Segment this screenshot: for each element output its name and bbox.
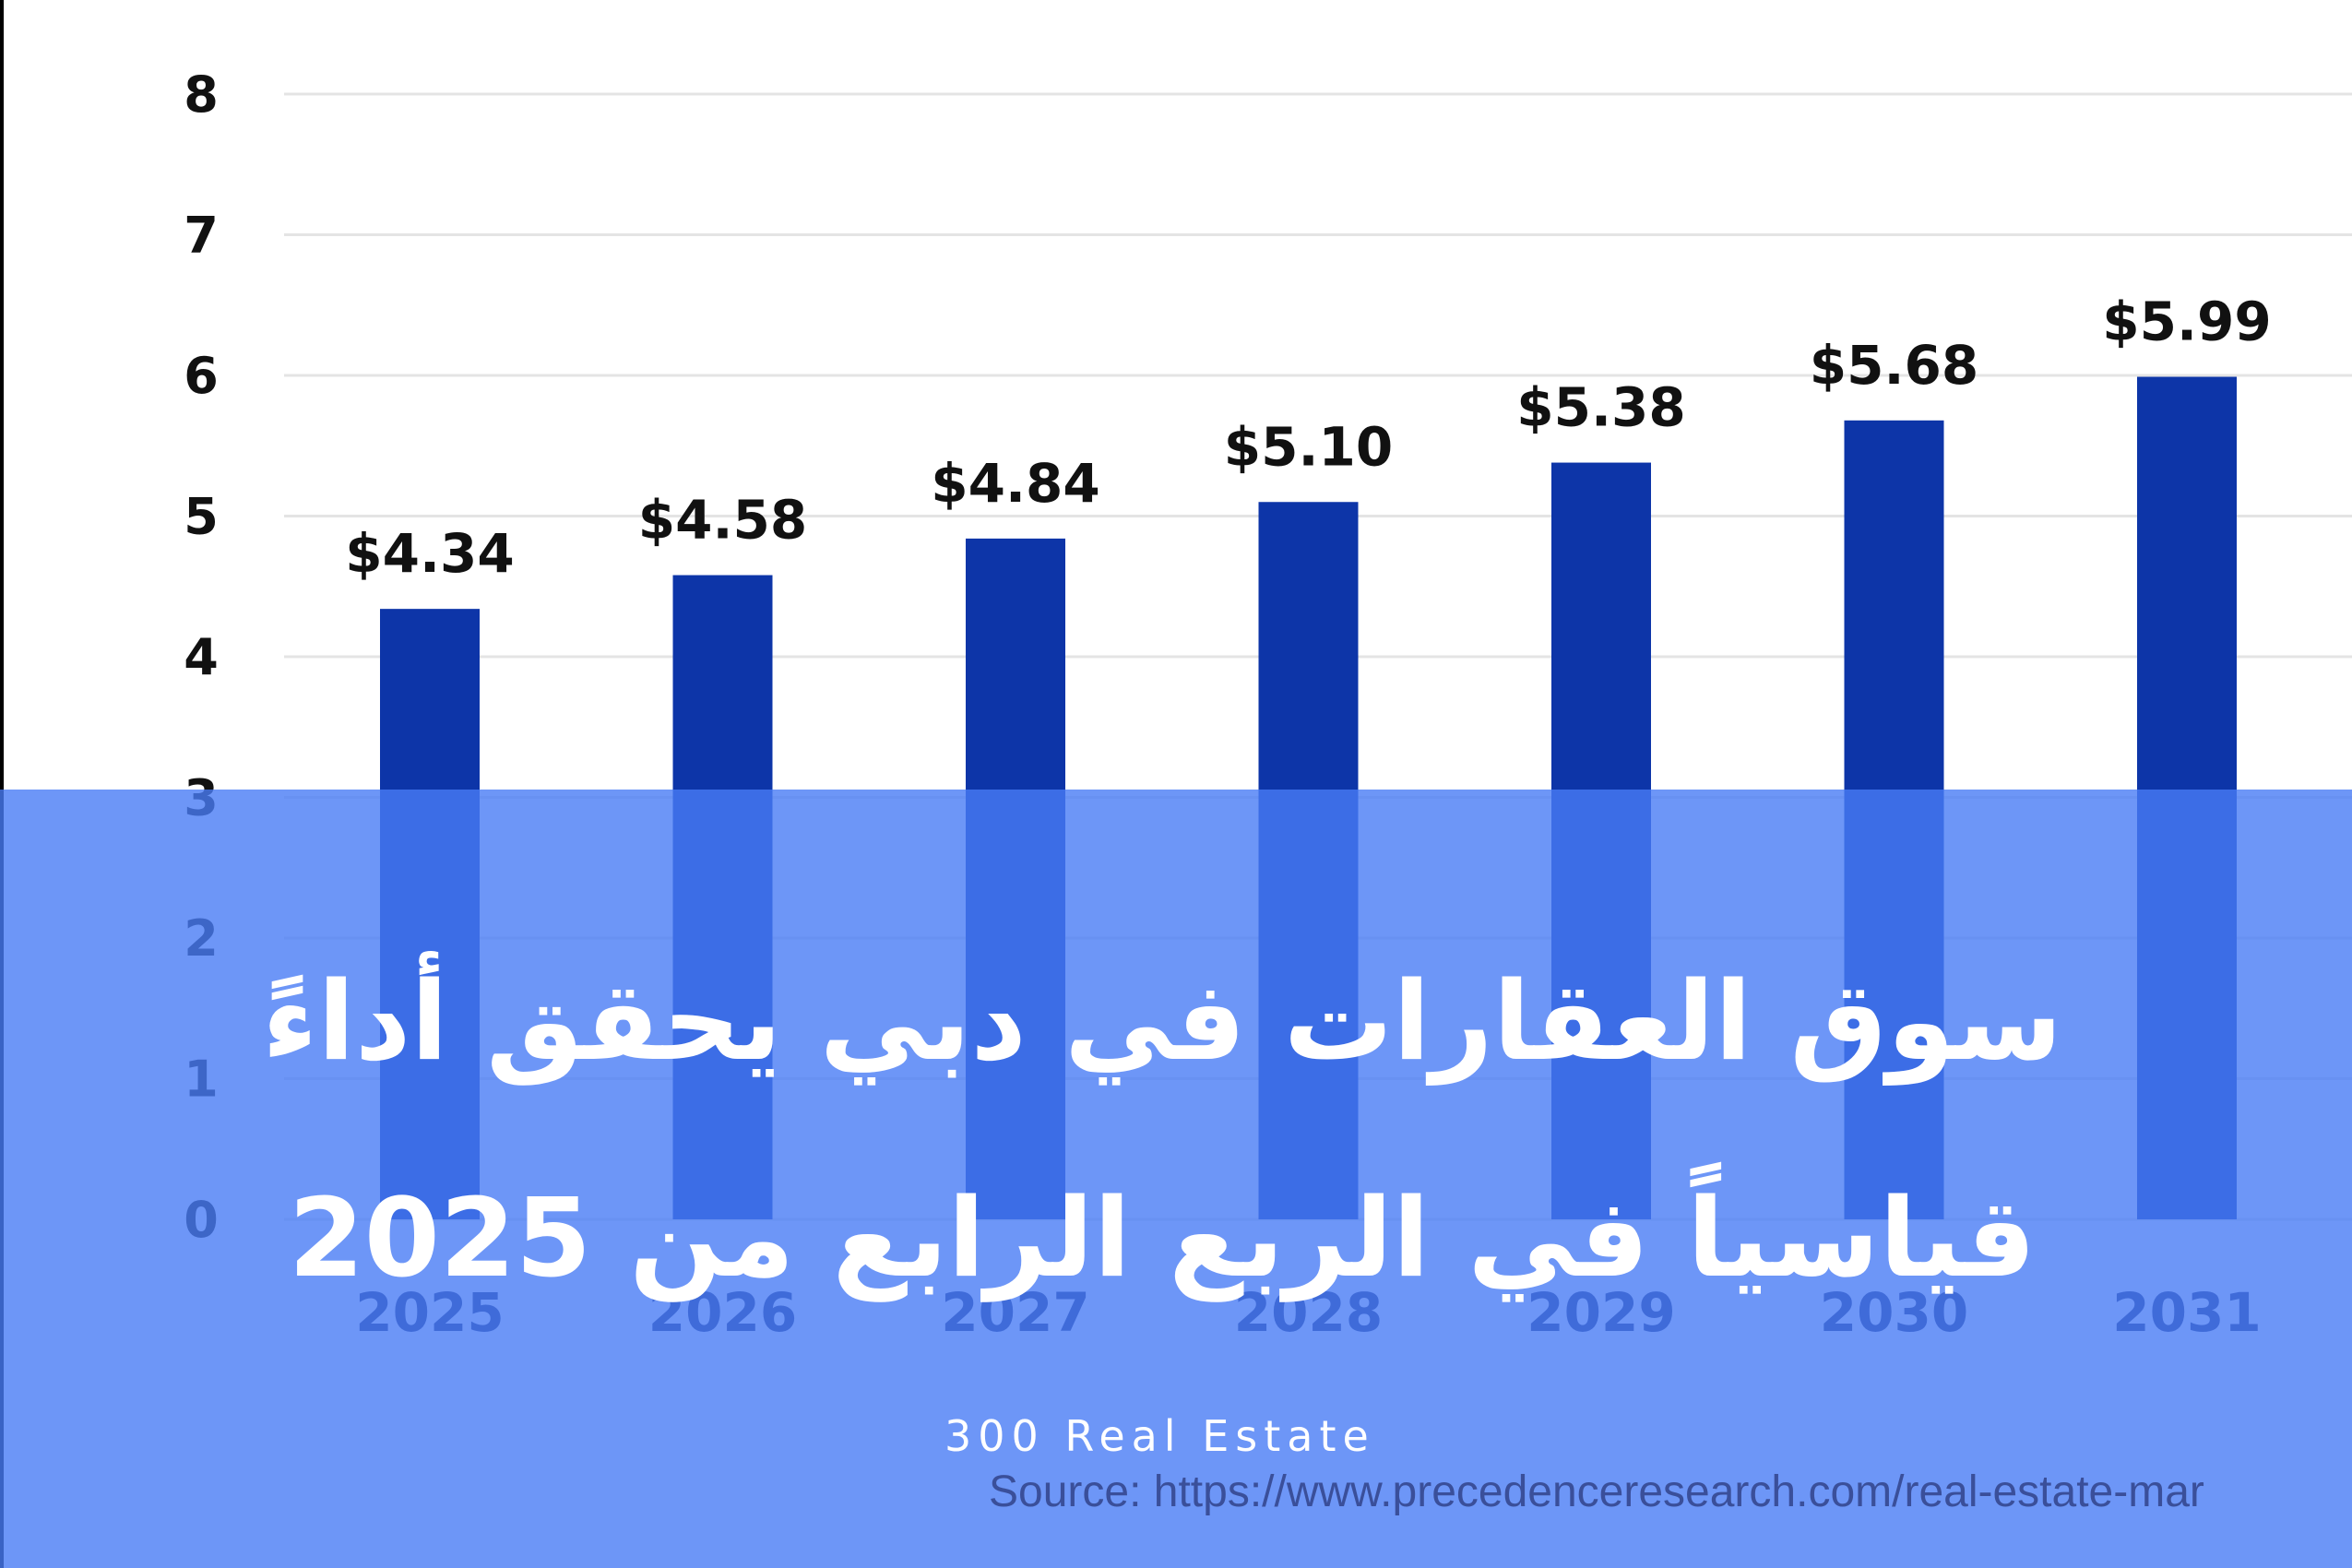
headline-overlay bbox=[0, 790, 2352, 1568]
data-label-2028: $5.10 bbox=[1224, 415, 1393, 478]
y-tick-label-5: 5 bbox=[184, 488, 219, 546]
data-label-2027: $4.84 bbox=[931, 452, 1099, 515]
y-tick-label-7: 7 bbox=[184, 207, 219, 265]
headline: سوق العقارات في دبي يحقق أداءً قياسياً ف… bbox=[148, 913, 2177, 1347]
data-label-2031: $5.99 bbox=[2102, 291, 2271, 353]
headline-line-1: سوق العقارات في دبي يحقق أداءً bbox=[262, 957, 2062, 1085]
y-tick-label-6: 6 bbox=[184, 347, 219, 405]
data-label-2029: $5.38 bbox=[1516, 376, 1685, 439]
y-tick-label-8: 8 bbox=[184, 65, 219, 124]
source-text: Source: https://www.precedenceresearch.c… bbox=[989, 1467, 2204, 1516]
data-label-2025: $4.34 bbox=[345, 522, 514, 585]
y-tick-label-4: 4 bbox=[184, 628, 219, 686]
data-label-2030: $5.68 bbox=[1810, 334, 1978, 397]
headline-line-2: قياسياً في الربع الرابع من 2025 bbox=[288, 1174, 2037, 1301]
brand-label: 300 Real Estate bbox=[944, 1411, 1375, 1461]
data-label-2026: $4.58 bbox=[638, 489, 807, 552]
y-axis-line bbox=[0, 0, 4, 1568]
